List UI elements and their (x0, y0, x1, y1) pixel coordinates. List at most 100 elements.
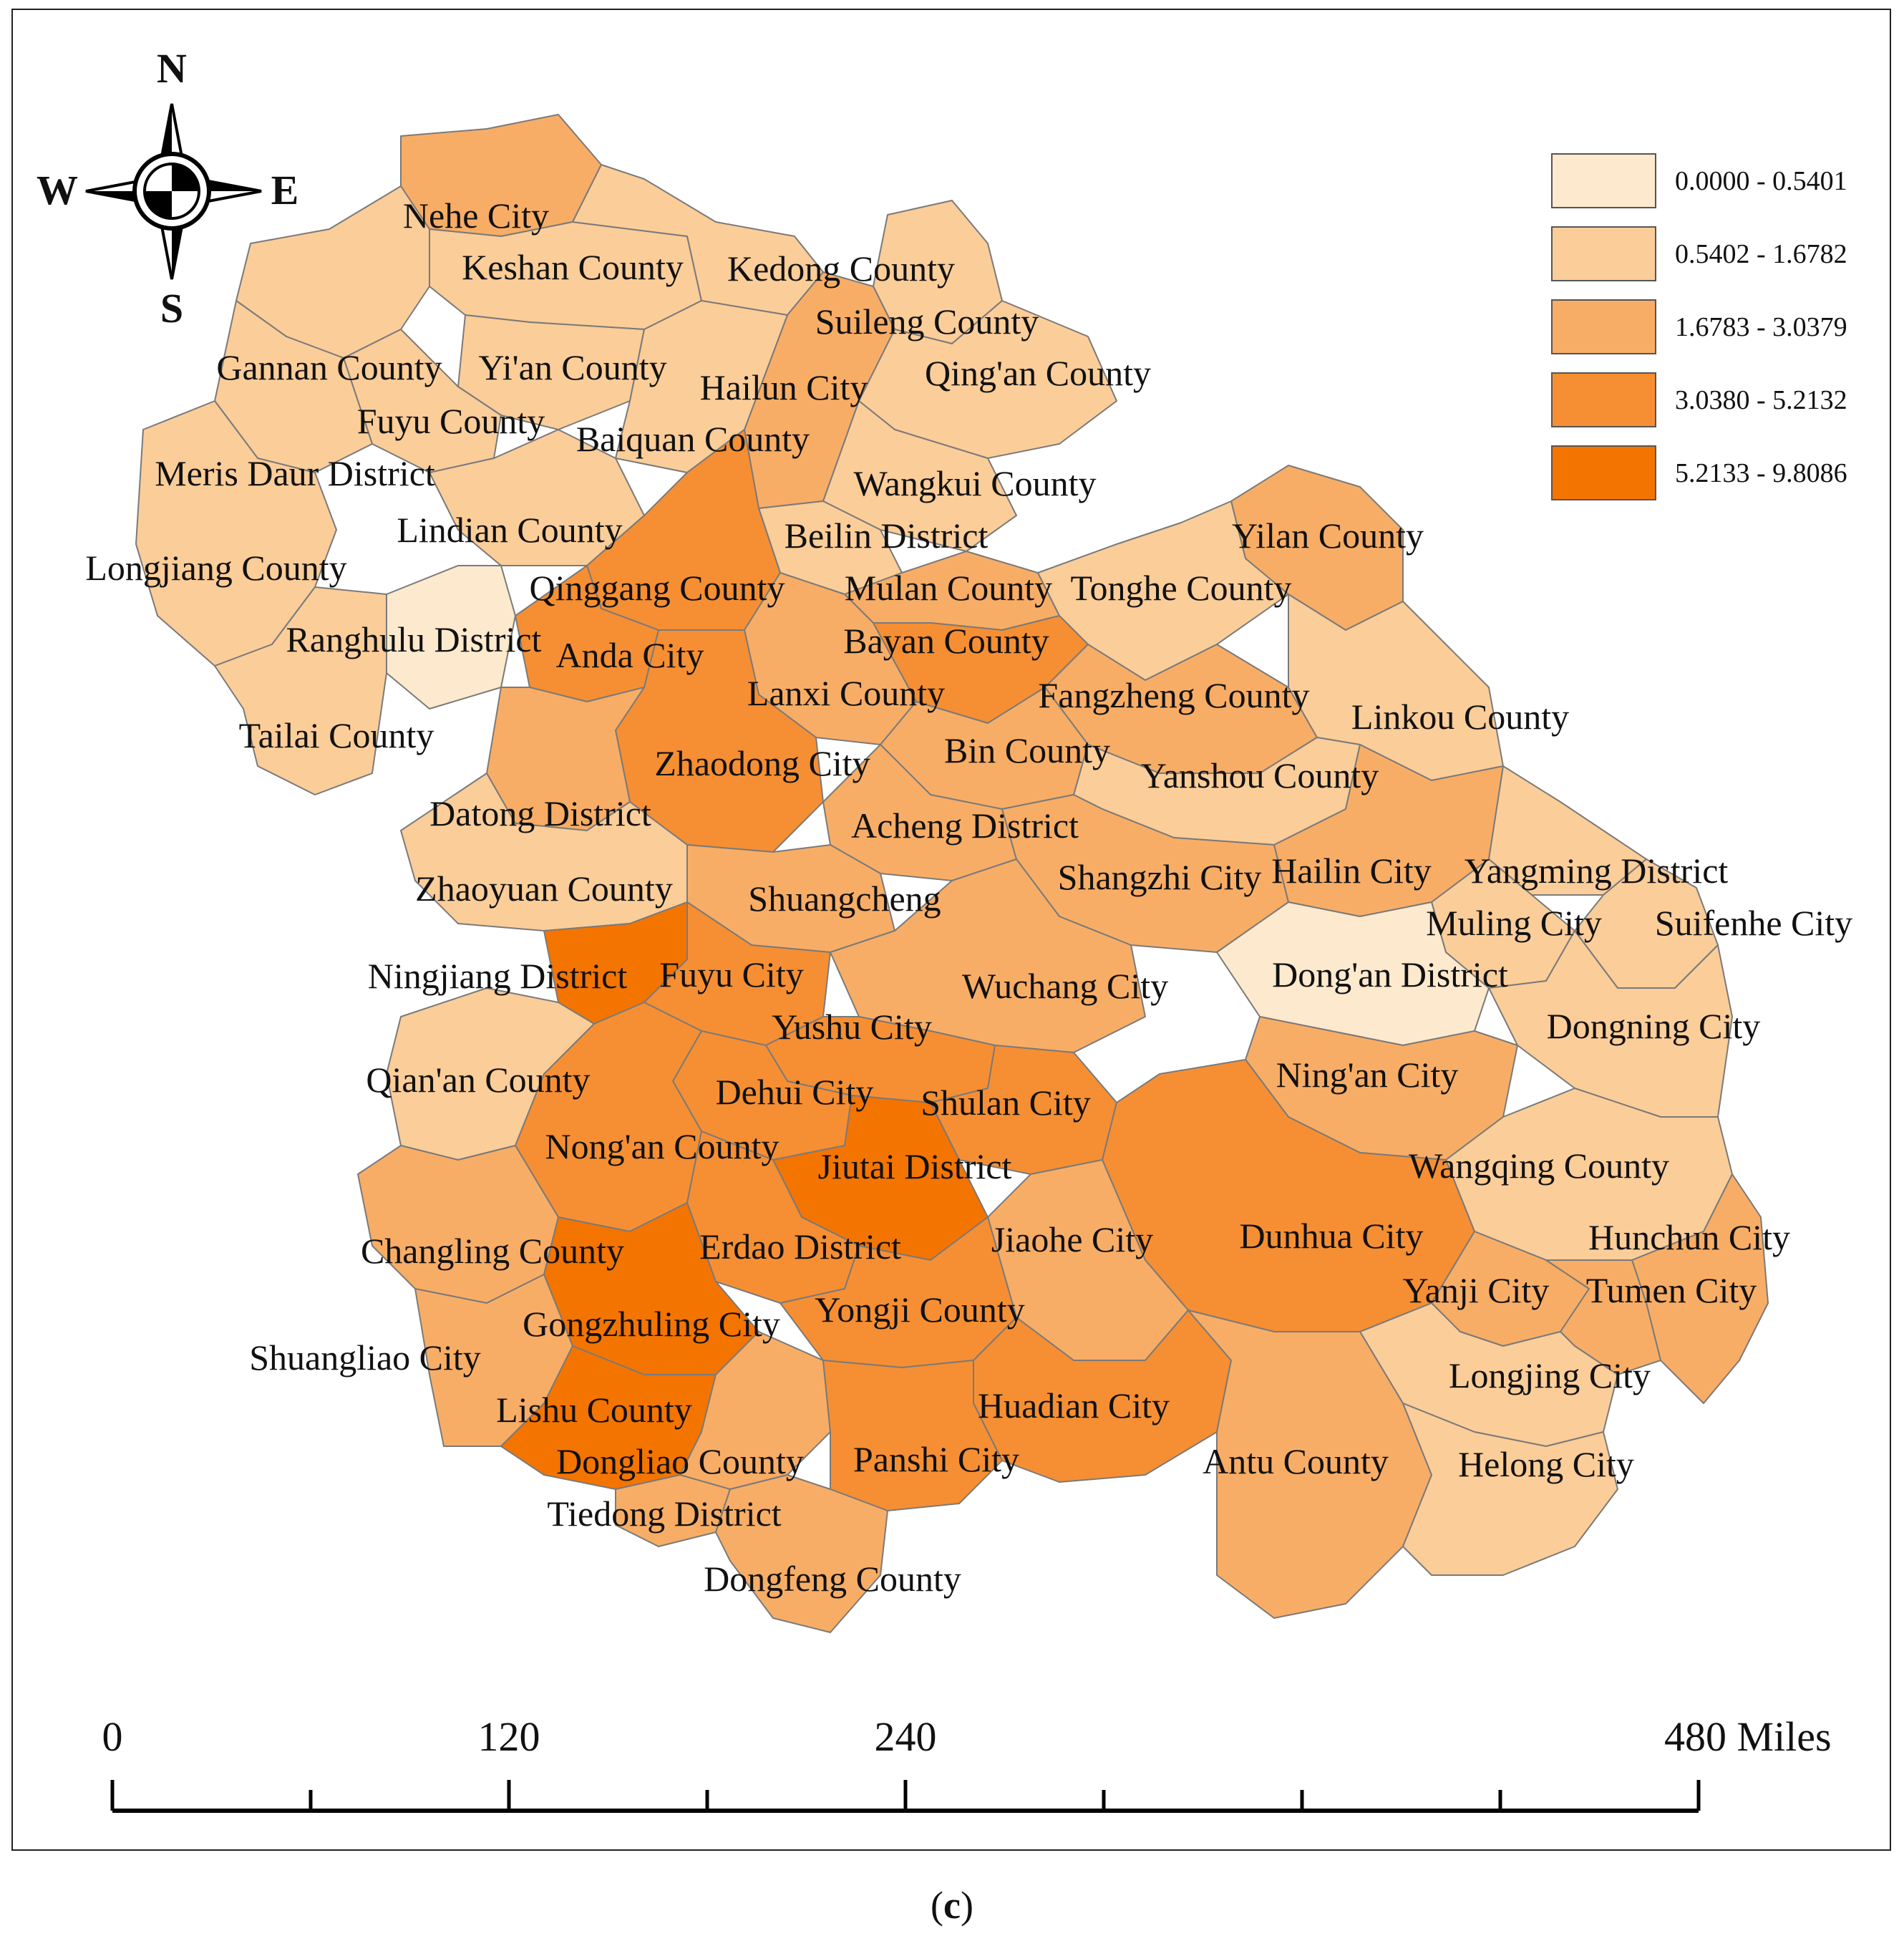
scale-label-240: 240 (875, 1713, 937, 1760)
region-label-ningjiang-district: Ningjiang District (368, 956, 628, 996)
region-label-hunchun-city: Hunchun City (1588, 1217, 1790, 1257)
region-label-lishu-county: Lishu County (496, 1390, 692, 1430)
region-label-bayan-county: Bayan County (843, 621, 1049, 661)
region-label-tailai-county: Tailai County (239, 715, 434, 755)
legend-swatch-4 (1551, 445, 1656, 500)
region-label-helong-city: Helong City (1458, 1444, 1634, 1484)
region-label-panshi-city: Panshi City (853, 1439, 1019, 1479)
caption-close: ) (960, 1884, 973, 1927)
region-label-dunhua-city: Dunhua City (1240, 1216, 1424, 1256)
legend-swatch-3 (1551, 372, 1656, 427)
compass-n: N (157, 45, 187, 92)
region-label-hailin-city: Hailin City (1271, 851, 1432, 891)
legend-swatch-2 (1551, 299, 1656, 354)
region-label-longjiang-county: Longjiang County (85, 548, 346, 588)
region-label-mulan-county: Mulan County (845, 568, 1052, 608)
region-label-dongliao-county: Dongliao County (556, 1441, 804, 1481)
region-label-keshan-county: Keshan County (462, 247, 684, 287)
region-dongning-city (1488, 930, 1733, 1118)
region-label-datong-district: Datong District (429, 793, 651, 833)
region-label-shuangliao-city: Shuangliao City (249, 1337, 481, 1378)
region-wangkui-county (822, 400, 1017, 552)
region-label-yilan-county: Yilan County (1232, 515, 1424, 556)
region-label-fangzheng-county: Fangzheng County (1038, 675, 1309, 715)
region-label-nong-an-county: Nong'an County (545, 1126, 779, 1166)
region-label-dehui-city: Dehui City (716, 1072, 874, 1112)
region-changling-county (357, 1145, 559, 1304)
region-label-suileng-county: Suileng County (815, 301, 1039, 342)
region-label-yanshou-county: Yanshou County (1141, 755, 1379, 795)
region-label-hailun-city: Hailun City (700, 367, 868, 407)
labels-layer: Nehe City Keshan County Kedong County Suile… (85, 195, 1852, 1599)
legend-label-1: 0.5402 - 1.6782 (1675, 239, 1847, 269)
region-label-anda-city: Anda City (556, 635, 704, 675)
region-label-wangkui-county: Wangkui County (853, 463, 1096, 503)
region-label-bin-county: Bin County (944, 730, 1110, 770)
scale-label-120: 120 (478, 1713, 540, 1760)
caption-open: ( (931, 1884, 944, 1927)
region-label-kedong-county: Kedong County (727, 248, 955, 289)
region-label-dongfeng-county: Dongfeng County (704, 1559, 961, 1599)
scale-label-480: 480 Miles (1664, 1713, 1832, 1760)
region-label-suifenhe-city: Suifenhe City (1655, 903, 1852, 943)
region-label-lanxi-county: Lanxi County (747, 673, 945, 713)
figure-caption: (c) (0, 1883, 1904, 1927)
region-label-fuyu-city: Fuyu City (659, 954, 803, 994)
region-panshi-city (822, 1360, 1003, 1511)
region-label-ranghulu-district: Ranghulu District (286, 619, 542, 659)
legend-label-0: 0.0000 - 0.5401 (1675, 166, 1847, 196)
region-tailai-county (214, 586, 387, 795)
region-label-antu-county: Antu County (1203, 1441, 1389, 1481)
legend-swatch-0 (1551, 153, 1656, 208)
region-label-qinggang-county: Qinggang County (530, 568, 785, 608)
region-label-erdao-district: Erdao District (699, 1226, 901, 1267)
region-label-yushu-city: Yushu City (772, 1007, 932, 1047)
compass-e: E (271, 167, 299, 213)
legend-swatch-1 (1551, 226, 1656, 281)
region-dongfeng-county (715, 1474, 888, 1633)
region-label-qian-an-county: Qian'an County (366, 1060, 590, 1100)
region-label-qing-an-county: Qing'an County (925, 353, 1151, 393)
region-label-nehe-city: Nehe City (403, 195, 549, 236)
compass-arrows (85, 103, 262, 280)
region-antu-county (1187, 1310, 1432, 1619)
region-label-wuchang-city: Wuchang City (962, 966, 1168, 1006)
region-label-acheng-district: Acheng District (851, 805, 1079, 846)
region-label-shulan-city: Shulan City (921, 1083, 1091, 1123)
scale-label-0: 0 (102, 1713, 123, 1760)
region-label-fuyu-county: Fuyu County (357, 401, 545, 441)
compass-rose: N S W E (37, 45, 298, 331)
caption-letter: c (943, 1884, 961, 1927)
region-label-shuangcheng: Shuangcheng (748, 878, 941, 919)
region-label-tiedong-district: Tiedong District (547, 1494, 781, 1534)
region-label-changling-county: Changling County (361, 1231, 624, 1271)
compass-s: S (160, 285, 183, 331)
compass-w: W (37, 167, 78, 213)
region-label-ning-an-city: Ning'an City (1276, 1055, 1459, 1095)
region-label-baiquan-county: Baiquan County (576, 419, 810, 459)
legend-label-3: 3.0380 - 5.2132 (1675, 385, 1847, 415)
region-fuyu-county (343, 329, 502, 473)
region-label-lindian-county: Lindian County (397, 510, 622, 550)
legend-label-2: 1.6783 - 3.0379 (1675, 312, 1847, 342)
region-label-yongji-county: Yongji County (815, 1289, 1025, 1330)
region-label-jiutai-district: Jiutai District (818, 1146, 1012, 1186)
region-label-gongzhuling-city: Gongzhuling City (523, 1304, 780, 1344)
legend: 0.0000 - 0.5401 0.5402 - 1.6782 1.6783 - 3… (1551, 153, 1847, 500)
legend-label-4: 5.2133 - 9.8086 (1675, 458, 1847, 488)
region-label-dong-an-district: Dong'an District (1272, 954, 1508, 994)
region-label-tumen-city: Tumen City (1586, 1270, 1757, 1310)
region-kedong-county (572, 164, 824, 316)
scale-bar: 0 120 240 480 Miles (102, 1713, 1832, 1813)
region-label-longjing-city: Longjing City (1449, 1355, 1651, 1395)
region-label-meris-daur-district: Meris Daur District (155, 453, 435, 493)
region-label-beilin-district: Beilin District (785, 515, 989, 556)
region-ranghulu-district (386, 565, 516, 710)
region-label-muling-city: Muling City (1426, 903, 1602, 943)
region-label-gannan-county: Gannan County (216, 347, 442, 387)
region-label-huadian-city: Huadian City (978, 1385, 1170, 1426)
region-label-linkou-county: Linkou County (1351, 697, 1569, 737)
region-label-yi-an-county: Yi'an County (478, 347, 666, 387)
region-label-yanji-city: Yanji City (1403, 1270, 1550, 1310)
